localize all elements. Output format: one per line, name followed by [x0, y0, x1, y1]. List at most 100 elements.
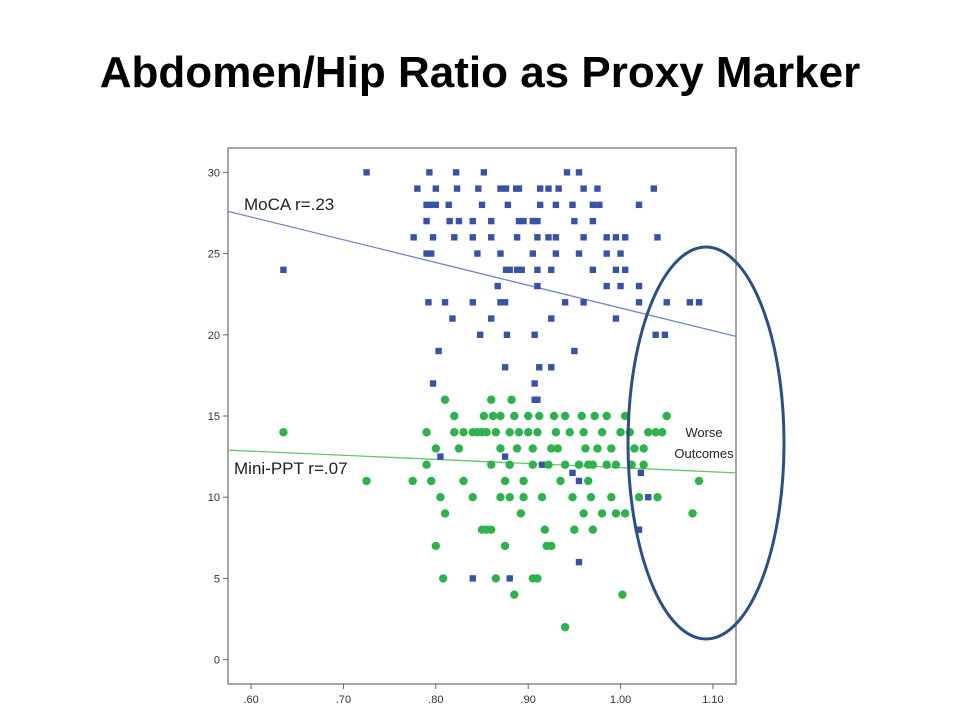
ppt-point [505, 428, 514, 437]
ppt-point [487, 460, 496, 469]
moca-point [494, 282, 501, 290]
moca-point [515, 217, 523, 225]
moca-point [423, 217, 430, 225]
moca-point [569, 201, 576, 209]
ppt-point [488, 411, 498, 421]
ppt-point [507, 395, 516, 404]
moca-point [441, 299, 449, 306]
ppt-point [440, 395, 450, 404]
moca-point [534, 266, 541, 274]
y-tick-label: 15 [208, 411, 220, 423]
ppt-point [639, 444, 648, 453]
moca-point [501, 453, 509, 460]
moca-fit-line [227, 210, 737, 338]
moca-point [617, 282, 624, 290]
moca-point [515, 185, 523, 192]
ppt-point [408, 476, 417, 486]
ppt-point [579, 428, 588, 437]
moca-point [455, 217, 463, 225]
moca-point [603, 234, 610, 241]
ppt-point [688, 509, 697, 518]
ppt-point [593, 444, 602, 453]
ppt-point [533, 428, 542, 437]
ppt-point [611, 460, 621, 469]
moca-point [469, 575, 476, 582]
moca-point [423, 250, 430, 257]
moca-point [488, 234, 495, 241]
moca-point [594, 185, 601, 192]
moca-point [452, 169, 460, 176]
data-points [279, 169, 704, 632]
moca-point [503, 331, 511, 338]
moca-point [686, 299, 694, 306]
ppt-point [556, 476, 565, 486]
ppt-point [487, 525, 496, 534]
ppt-point [549, 411, 559, 421]
outcomes-label: Outcomes [674, 446, 734, 461]
moca-point [513, 266, 521, 274]
ppt-fit-line [227, 449, 737, 474]
moca-point [474, 250, 481, 257]
moca-point [571, 347, 578, 355]
moca-point [469, 299, 476, 306]
ppt-point [634, 493, 644, 502]
ppt-point [459, 476, 468, 486]
y-axis: 0 5 10 15 20 25 30 [208, 167, 228, 667]
ppt-point [528, 444, 537, 453]
moca-point [425, 299, 432, 306]
ppt-point [496, 493, 505, 502]
moca-point [488, 217, 495, 225]
ppt-point [607, 493, 616, 502]
y-tick-label: 5 [214, 573, 220, 585]
ppt-point [662, 411, 671, 421]
moca-point [469, 217, 476, 225]
moca-point [451, 234, 458, 241]
ppt-point [602, 460, 611, 469]
ppt-point [547, 541, 556, 551]
moca-point [635, 201, 643, 209]
ppt-point [607, 444, 616, 453]
ppt-point [574, 460, 584, 469]
ppt-point [505, 493, 514, 502]
moca-point [423, 201, 430, 209]
ppt-point [516, 509, 525, 518]
ppt-point [487, 395, 496, 404]
ppt-point [279, 428, 288, 437]
moca-point [426, 169, 433, 176]
moca-point [432, 185, 440, 192]
moca-point [501, 299, 509, 306]
moca-point [520, 217, 527, 225]
regression-lines [227, 210, 737, 474]
ppt-point [577, 411, 586, 421]
ppt-point [551, 428, 561, 437]
ppt-point [537, 493, 547, 502]
ppt-point [588, 525, 598, 534]
moca-point [580, 185, 587, 192]
moca-point [621, 234, 629, 241]
ppt-point [535, 411, 544, 421]
moca-point [555, 185, 562, 192]
ppt-point [528, 460, 537, 469]
moca-point [569, 469, 576, 477]
ppt-point [533, 574, 542, 583]
moca-correlation-label: MoCA r=.23 [244, 195, 334, 214]
moca-point [571, 217, 578, 225]
moca-point [529, 217, 536, 225]
moca-point [429, 380, 437, 387]
moca-point [488, 315, 495, 322]
moca-point [612, 315, 620, 322]
ppt-point [512, 444, 522, 453]
x-axis: .60 .70 .80 .90 1.00 1.10 [243, 684, 724, 706]
ppt-point [427, 476, 436, 486]
moca-point [534, 217, 541, 225]
ppt-point [694, 476, 704, 486]
moca-point [536, 201, 544, 209]
ppt-point [630, 444, 639, 453]
moca-point [589, 201, 597, 209]
ppt-point [618, 590, 627, 599]
moca-point [446, 217, 453, 225]
moca-point [589, 266, 597, 274]
moca-point [652, 331, 659, 338]
ppt-point [616, 428, 625, 437]
ppt-point [639, 460, 648, 469]
